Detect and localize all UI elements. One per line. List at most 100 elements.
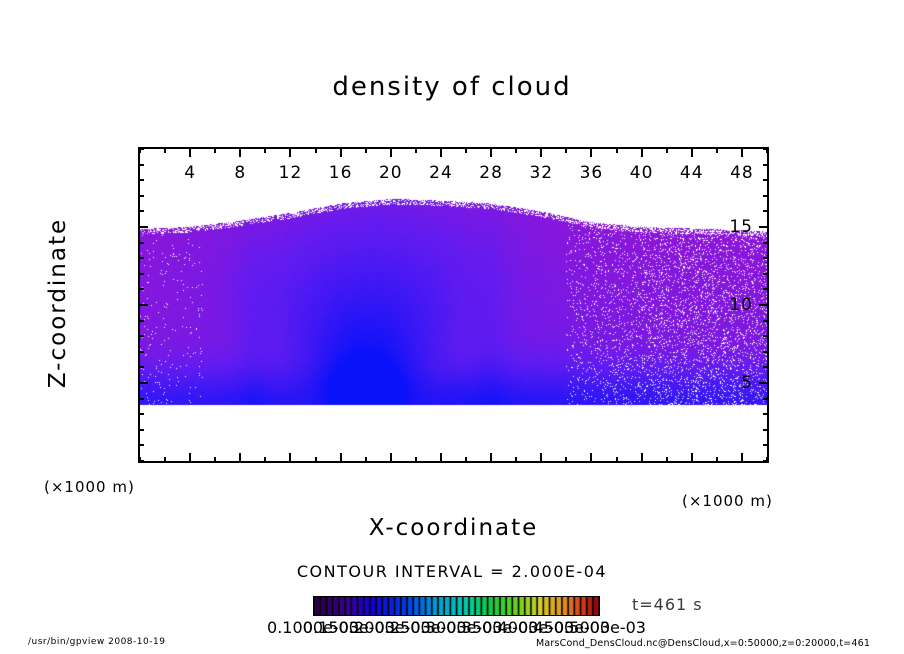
colorbar-tick-label: 0.5000e-03: [554, 618, 646, 637]
y-tick-mark: [139, 366, 144, 369]
y-tick-mark: [763, 397, 768, 400]
x-tick-label: 36: [579, 163, 604, 183]
x-tick-mark: [314, 148, 317, 153]
y-tick-mark: [139, 460, 144, 462]
x-tick-mark: [139, 148, 141, 153]
y-tick-mark: [763, 163, 768, 166]
y-tick-mark: [139, 210, 144, 213]
y-tick-mark: [763, 319, 768, 322]
x-unit-right-label: (×1000 m): [682, 492, 773, 510]
y-tick-mark: [763, 428, 768, 431]
y-tick-mark: [763, 460, 768, 462]
x-tick-mark: [339, 148, 342, 157]
x-tick-mark: [414, 148, 417, 153]
y-tick-mark: [759, 226, 768, 228]
y-tick-mark: [763, 179, 768, 182]
x-tick-mark: [590, 453, 593, 462]
x-tick-mark: [314, 457, 317, 462]
contour-interval-label: CONTOUR INTERVAL = 2.000E-04: [296, 562, 608, 581]
y-tick-mark: [763, 272, 768, 275]
y-tick-mark: [139, 272, 144, 275]
x-tick-mark: [164, 457, 167, 462]
time-label: t=461 s: [632, 595, 703, 614]
x-tick-mark: [465, 148, 468, 153]
x-tick-label: 44: [679, 163, 704, 183]
x-tick-label: 20: [378, 163, 403, 183]
y-tick-mark: [139, 444, 144, 447]
x-tick-label: 48: [730, 163, 754, 183]
x-tick-mark: [690, 148, 693, 157]
x-tick-mark: [214, 148, 217, 153]
x-tick-mark: [665, 457, 668, 462]
x-tick-mark: [264, 457, 267, 462]
y-tick-mark: [759, 382, 768, 384]
x-tick-mark: [465, 457, 468, 462]
x-tick-mark: [289, 148, 292, 157]
x-tick-mark: [540, 453, 543, 462]
x-tick-mark: [715, 148, 718, 153]
y-tick-mark: [139, 257, 144, 260]
y-tick-mark: [763, 444, 768, 447]
x-tick-mark: [715, 457, 718, 462]
x-tick-mark: [364, 148, 367, 153]
y-tick-mark: [139, 350, 144, 353]
colorbar-tick-label: 0.4000e-03: [482, 618, 575, 637]
y-tick-mark: [763, 194, 768, 197]
x-tick-mark: [490, 148, 493, 157]
colorbar-canvas: [314, 597, 599, 615]
x-tick-label: 8: [234, 163, 247, 183]
y-tick-mark: [139, 226, 148, 228]
x-tick-mark: [139, 457, 141, 462]
y-tick-mark: [139, 397, 144, 400]
y-tick-mark: [763, 257, 768, 260]
x-tick-mark: [439, 148, 442, 157]
x-tick-label: 12: [278, 163, 303, 183]
y-tick-label: 5: [741, 373, 753, 393]
x-tick-mark: [439, 453, 442, 462]
y-tick-mark: [139, 194, 144, 197]
colorbar-tick-label: 0.1500e-03: [302, 618, 395, 637]
x-tick-mark: [640, 148, 643, 157]
y-tick-mark: [139, 428, 144, 431]
y-tick-mark: [139, 179, 144, 182]
y-tick-mark: [139, 288, 144, 291]
y-tick-mark: [763, 241, 768, 244]
x-tick-mark: [389, 148, 392, 157]
x-tick-mark: [214, 457, 217, 462]
footer-right-text: MarsCond_DensCloud.nc@DensCloud,x=0:5000…: [536, 638, 871, 649]
x-tick-mark: [414, 457, 417, 462]
x-tick-mark: [540, 148, 543, 157]
y-tick-mark: [139, 148, 144, 150]
x-tick-mark: [665, 148, 668, 153]
y-tick-mark: [759, 304, 768, 306]
x-tick-mark: [740, 148, 743, 157]
x-tick-mark: [766, 457, 768, 462]
x-tick-mark: [389, 453, 392, 462]
colorbar-tick-label: 0.2000e-03: [338, 618, 431, 637]
y-tick-mark: [139, 163, 144, 166]
y-tick-mark: [139, 413, 144, 416]
colorbar-tick-label: 0.3000e-03: [410, 618, 503, 637]
y-axis-title: Z-coordinate: [45, 217, 71, 389]
x-tick-mark: [565, 457, 568, 462]
x-tick-mark: [239, 453, 242, 462]
x-tick-label: 28: [479, 163, 503, 183]
x-tick-mark: [690, 453, 693, 462]
heatmap-canvas: [140, 149, 767, 461]
colorbar-tick-label: 0.2500e-03: [374, 618, 467, 637]
y-tick-mark: [763, 288, 768, 291]
x-tick-mark: [490, 453, 493, 462]
x-tick-mark: [164, 148, 167, 153]
x-tick-mark: [615, 457, 618, 462]
x-tick-label: 40: [629, 163, 654, 183]
colorbar: [313, 596, 600, 616]
page-title: density of cloud: [332, 72, 572, 102]
x-tick-mark: [590, 148, 593, 157]
y-tick-mark: [763, 148, 768, 150]
y-tick-mark: [763, 335, 768, 338]
plot-area: 4 8 12 16 20 24 28 32 36 40 44 48 5 10 15: [138, 147, 769, 463]
y-tick-mark: [139, 382, 148, 384]
x-tick-label: 4: [184, 163, 197, 183]
y-tick-label: 15: [729, 217, 753, 237]
y-tick-mark: [139, 319, 144, 322]
